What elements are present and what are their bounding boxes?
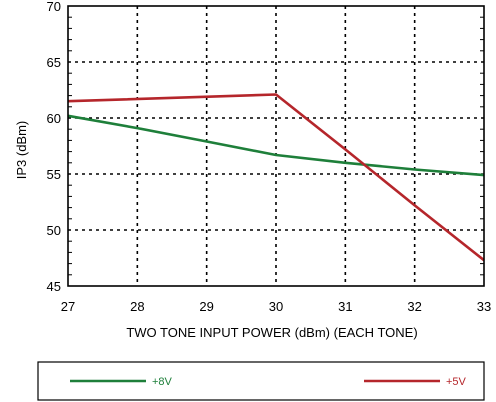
series-layer [67,93,485,262]
legend-label-2: +5V [446,376,467,388]
x-tick-label: 33 [477,299,491,314]
series-line-1 [67,114,485,177]
y-tick-labels: 45 50 55 60 65 70 [47,0,61,294]
x-tick-label: 30 [269,299,283,314]
y-tick-label: 60 [47,111,61,126]
grid-lines [68,6,484,286]
x-tick-label: 32 [407,299,421,314]
x-tick-label: 31 [338,299,352,314]
y-axis-title: IP3 (dBm) [14,121,29,180]
y-tick-label: 45 [47,279,61,294]
x-tick-labels: 27 28 29 30 31 32 33 [61,299,491,314]
plot-frame [67,5,485,287]
x-axis-title: TWO TONE INPUT POWER (dBm) (EACH TONE) [126,325,417,340]
y-tick-label: 65 [47,55,61,70]
legend-label-1: +8V [152,376,173,388]
y-tick-label: 55 [47,167,61,182]
legend: +8V +5V [37,361,485,401]
x-tick-label: 29 [199,299,213,314]
y-tick-label: 50 [47,223,61,238]
x-tick-label: 28 [130,299,144,314]
y-tick-label: 70 [47,0,61,14]
x-tick-label: 27 [61,299,75,314]
series-line-2 [67,93,485,262]
